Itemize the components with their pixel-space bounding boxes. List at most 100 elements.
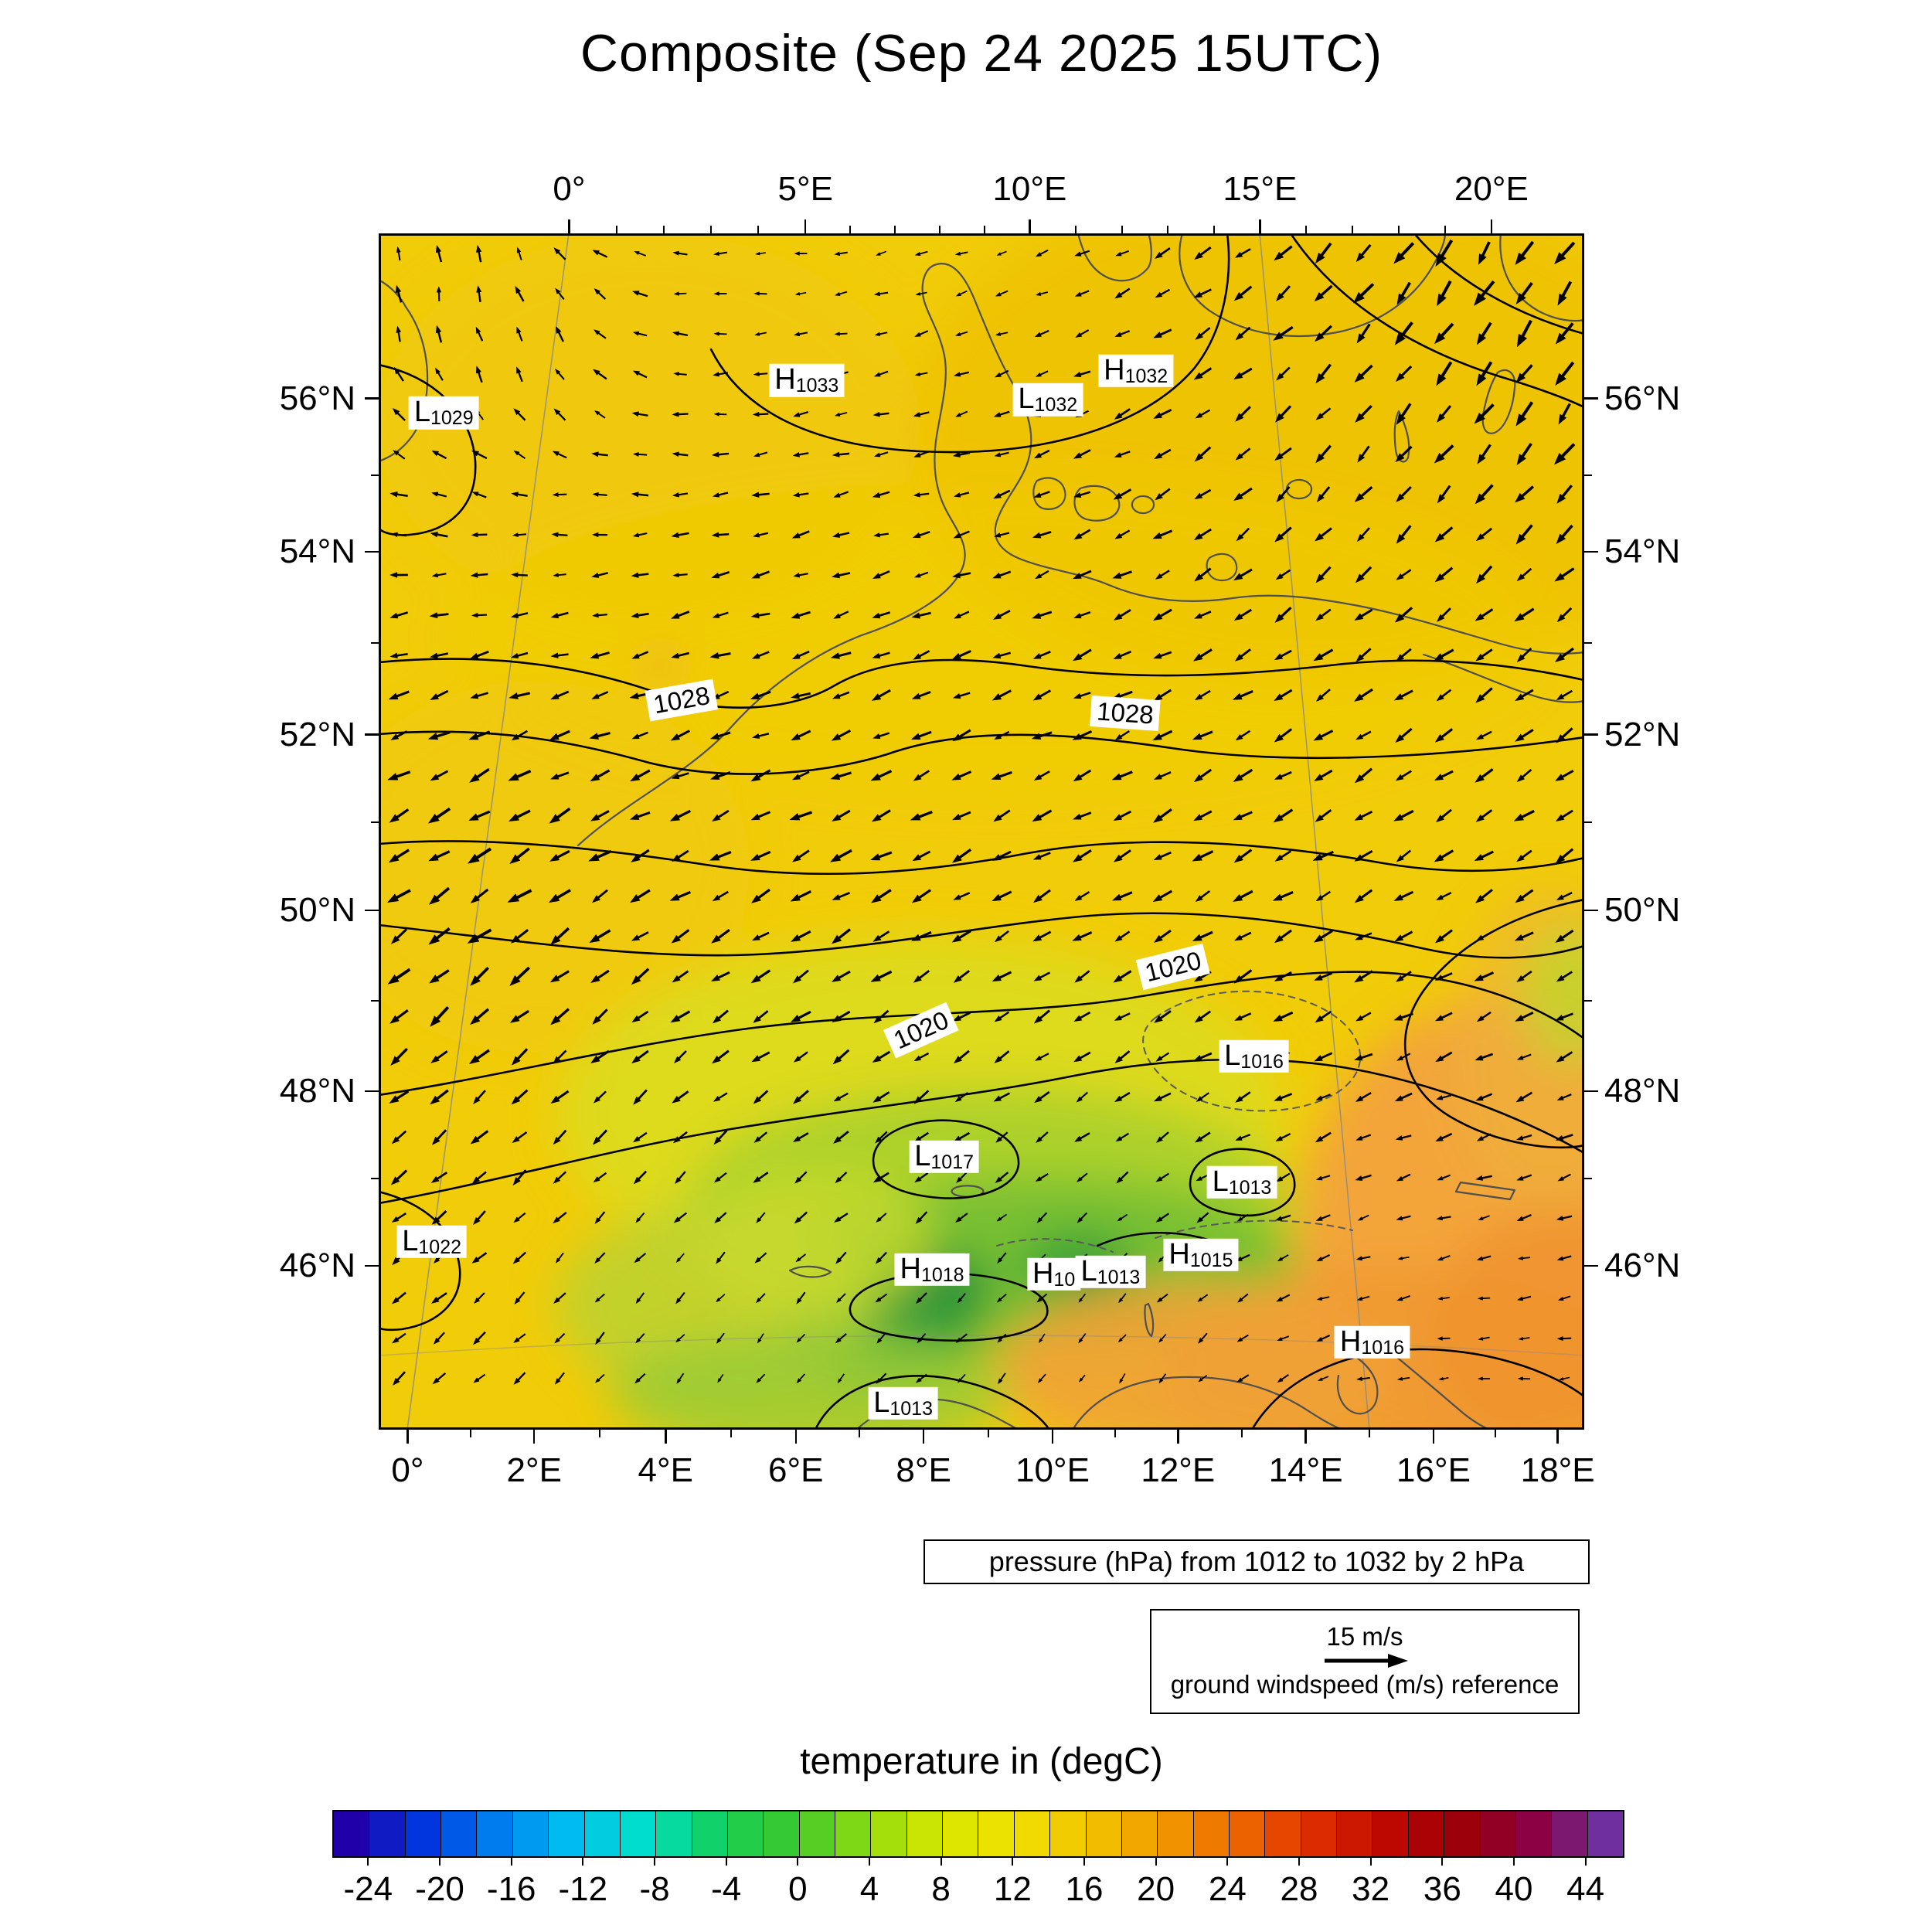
wind-arrow-head (630, 894, 641, 903)
wind-arrow-head (709, 733, 720, 740)
wind-arrow-head (1436, 894, 1444, 900)
wind-arrow-head (429, 612, 438, 619)
wind-arrow-head (430, 652, 438, 659)
wind-arrow-head (1078, 1338, 1083, 1344)
wind-arrow-head (1198, 1338, 1204, 1344)
wind-arrow-head (951, 854, 962, 863)
wind-arrow-head (912, 854, 922, 862)
wind-arrow-head (1153, 652, 1162, 659)
wind-arrow-head (709, 652, 719, 659)
wind-arrow-head (872, 1175, 882, 1183)
wind-arrow-head (1516, 333, 1528, 348)
wind-arrow-head (1554, 452, 1566, 465)
wind-arrow-head (712, 894, 721, 902)
wind-arrow-head (552, 492, 559, 498)
wind-arrow-head (1354, 774, 1365, 784)
wind-arrow-head (1556, 693, 1565, 701)
wind-arrow-head (1155, 573, 1163, 580)
wind-arrow-head (1436, 1216, 1443, 1221)
wind-arrow-head (1395, 734, 1405, 743)
axis-tick-bottom (1177, 1430, 1179, 1444)
wind-arrow-head (1192, 934, 1202, 941)
wind-arrow-head (830, 773, 841, 780)
colorbar-tick-label: -8 (639, 1870, 670, 1908)
wind-arrow-head (1356, 533, 1365, 543)
wind-arrow-head (834, 412, 841, 417)
wind-arrow-head (673, 1216, 681, 1223)
wind-arrow-head (1354, 492, 1365, 502)
wind-arrow-head (1515, 693, 1525, 702)
axis-tick-left (365, 397, 379, 400)
wind-arrow-head (1234, 934, 1243, 941)
wind-arrow-head (1515, 894, 1525, 903)
wind-arrow-head (1314, 774, 1324, 781)
colorbar-tick-label: -16 (486, 1870, 536, 1908)
wind-arrow-head (954, 332, 961, 336)
colorbar-segment (1229, 1811, 1266, 1856)
wind-arrow-head (430, 532, 438, 538)
wind-arrow-head (993, 1095, 1002, 1102)
wind-arrow-head (430, 1095, 440, 1105)
wind-arrow-head (1233, 613, 1243, 621)
axis-label-top: 10°E (992, 170, 1067, 208)
wind-arrow-head (389, 1095, 400, 1104)
wind-arrow-head (1518, 1336, 1524, 1341)
wind-arrow-head (631, 572, 639, 578)
wind-arrow-head (750, 813, 760, 821)
axis-minor-tick-top (1074, 226, 1077, 233)
colorbar-tick (725, 1856, 727, 1866)
axis-label-top: 15°E (1223, 170, 1298, 208)
colorbar-tick (510, 1856, 512, 1866)
wind-arrow-head (1233, 854, 1243, 863)
wind-arrow-head (992, 975, 1002, 982)
axis-label-bottom: 14°E (1268, 1451, 1343, 1489)
wind-arrow-head (630, 813, 640, 820)
wind-arrow-head (1434, 573, 1445, 583)
wind-arrow-head (717, 1378, 722, 1383)
wind-arrow-head (794, 1216, 802, 1224)
wind-arrow-head (1154, 1015, 1163, 1023)
wind-arrow-head (915, 291, 921, 296)
axis-label-bottom: 0° (391, 1451, 424, 1489)
wind-arrow-head (1474, 292, 1487, 306)
wind-arrow-head (955, 413, 961, 417)
colorbar-segment (1372, 1811, 1409, 1856)
wind-arrow-head (395, 284, 402, 294)
axis-label-left: 54°N (279, 532, 355, 570)
axis-tick-left (365, 1090, 379, 1093)
wind-arrow-head (509, 813, 519, 821)
wind-arrow-head (795, 1257, 801, 1263)
wind-arrow-head (1556, 894, 1564, 900)
wind-arrow-head (630, 774, 641, 782)
wind-arrow-head (1434, 653, 1444, 662)
wind-arrow-head (1194, 573, 1203, 582)
wind-arrow-head (834, 291, 841, 296)
wind-arrow-head (832, 934, 842, 944)
wind-arrow-head (548, 893, 560, 903)
wind-arrow-head (631, 1055, 641, 1064)
wind-arrow-head (550, 1095, 560, 1104)
wind-arrow-head (671, 773, 680, 780)
wind-arrow-head (793, 975, 802, 984)
wind-arrow-head (792, 451, 800, 457)
wind-arrow-head (1394, 332, 1406, 345)
wind-arrow-head (753, 372, 760, 377)
wind-arrow-head (1314, 1055, 1323, 1062)
wind-arrow-head (391, 1136, 400, 1145)
wind-arrow-head (1233, 372, 1243, 380)
wind-arrow-head (631, 653, 640, 659)
wind-arrow-head (831, 733, 842, 741)
wind-arrow-head (389, 1015, 400, 1024)
wind-arrow-head (591, 451, 599, 457)
wind-arrow-head (872, 612, 881, 619)
wind-arrow-head (392, 1257, 400, 1266)
axis-tick-bottom (406, 1430, 409, 1444)
wind-arrow-head (1475, 1175, 1483, 1181)
colorbar-tick-label: 8 (931, 1870, 951, 1908)
wind-arrow-head (1435, 1135, 1444, 1141)
wind-arrow-head (1514, 934, 1524, 941)
wind-arrow-head (1114, 532, 1123, 539)
wind-arrow-head (1193, 774, 1203, 782)
wind-arrow-head (791, 1014, 801, 1022)
wind-arrow-head (952, 451, 961, 457)
